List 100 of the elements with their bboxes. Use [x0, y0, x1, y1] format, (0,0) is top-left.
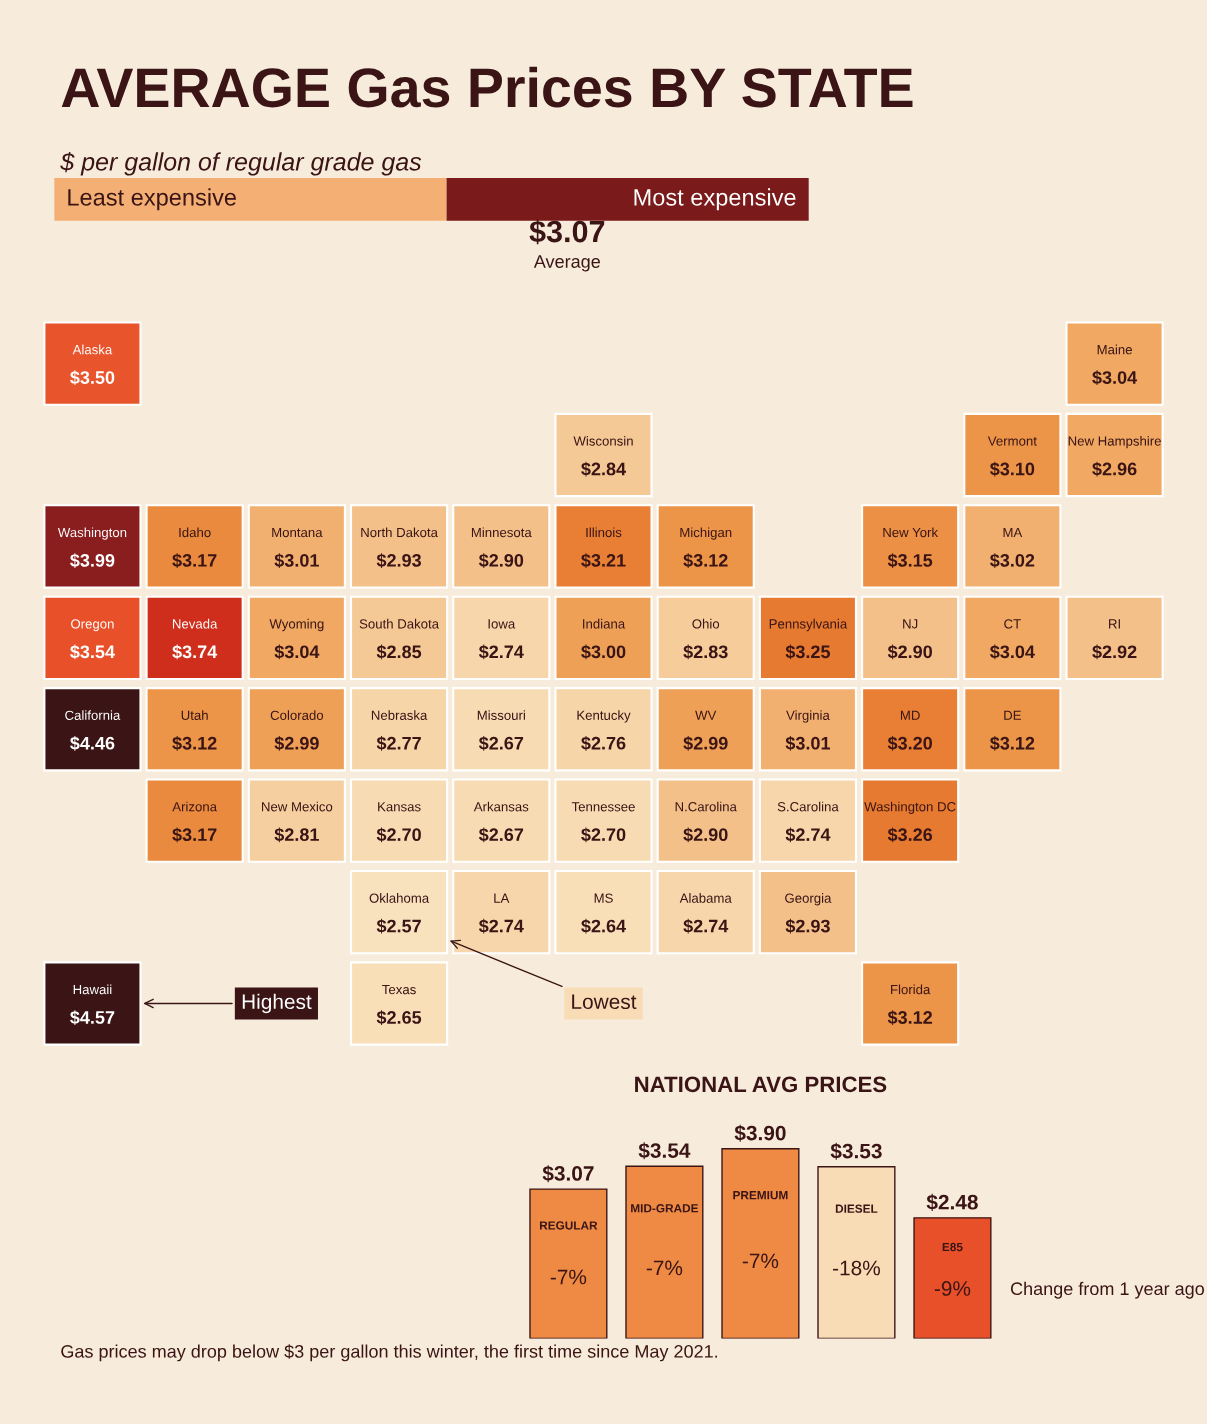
data-label: $4.46 [70, 736, 115, 751]
data-label: $3.10 [990, 461, 1035, 477]
category-label: LA [494, 893, 510, 903]
data-label: $3.74 [172, 644, 218, 660]
bar [625, 1165, 704, 1339]
category-label: Illinois [586, 527, 622, 538]
data-label: $3.90 [734, 1124, 786, 1142]
category-label: Tennessee [571, 802, 635, 812]
annotation: -9% [934, 1281, 971, 1296]
category-label: Texas [382, 985, 416, 995]
data-label: $2.99 [274, 736, 319, 751]
data-label: $2.57 [376, 918, 421, 934]
category-label: Colorado [270, 710, 324, 720]
data-label: $2.90 [478, 553, 524, 568]
category-label: Utah [181, 710, 208, 720]
x-tick-label: MID-GRADE [631, 1204, 699, 1213]
data-label: $2.93 [376, 553, 422, 568]
category-label: S.Carolina [777, 801, 839, 812]
data-label: $2.74 [683, 918, 729, 934]
data-label: $3.12 [683, 553, 728, 568]
category-label: MA [1003, 527, 1023, 538]
data-label: $2.92 [1092, 644, 1137, 660]
category-label: North Dakota [361, 527, 438, 538]
data-label: $2.76 [581, 736, 626, 751]
text: Lowest [572, 994, 637, 1010]
bar [913, 1217, 992, 1339]
text: Gas prices may drop below $3 per gallon this winter, the first time since May 2021. [61, 1344, 718, 1362]
data-label: $3.54 [638, 1142, 691, 1160]
data-label: $3.15 [887, 553, 933, 568]
category-label: RI [1109, 619, 1120, 629]
data-label: $2.70 [376, 827, 421, 843]
category-label: Wisconsin [573, 436, 633, 446]
data-label: $2.90 [887, 644, 932, 660]
category-label: Maine [1097, 344, 1132, 355]
data-label: $2.74 [478, 918, 524, 934]
text: $ per gallon of regular grade gas [60, 151, 422, 176]
category-label: Indiana [583, 618, 626, 629]
category-label: NJ [903, 619, 918, 629]
category-label: Arizona [172, 801, 218, 812]
data-label: $3.26 [887, 827, 933, 843]
category-label: Iowa [488, 619, 516, 629]
data-label: $2.81 [274, 827, 319, 843]
category-label: Wyoming [269, 618, 324, 632]
category-label: Florida [891, 984, 931, 995]
data-label: $3.21 [581, 553, 626, 568]
data-label: $3.00 [581, 644, 626, 660]
data-label: $2.83 [683, 644, 728, 660]
data-label: $2.85 [376, 644, 422, 660]
category-label: Missouri [477, 710, 525, 720]
data-label: $2.93 [785, 918, 830, 934]
data-label: $2.70 [581, 827, 626, 843]
text: Change from 1 year ago [1010, 1281, 1204, 1299]
data-label: $3.25 [785, 644, 831, 660]
text: AVERAGE Gas Prices BY STATE [61, 66, 913, 108]
category-label: Georgia [785, 893, 832, 906]
category-label: Nebraska [371, 710, 428, 720]
category-label: Pennsylvania [769, 618, 848, 632]
data-label: $3.04 [990, 644, 1035, 660]
data-label: $3.17 [172, 553, 217, 568]
annotation: -7% [646, 1260, 683, 1276]
category-label: DE [1004, 710, 1021, 720]
data-label: $3.12 [887, 1010, 933, 1026]
bar [529, 1188, 608, 1339]
data-label: $2.65 [376, 1010, 422, 1026]
x-tick-label: REGULAR [539, 1221, 598, 1230]
data-label: $2.77 [376, 736, 421, 751]
category-label: Arkansas [473, 801, 529, 812]
category-label: Alabama [679, 893, 732, 903]
data-label: $2.74 [478, 644, 524, 660]
data-label: $2.90 [683, 827, 728, 843]
category-label: Alaska [72, 344, 113, 355]
text: Highest [242, 993, 312, 1014]
x-tick-label: E85 [942, 1242, 963, 1252]
data-label: $2.96 [1092, 461, 1137, 477]
data-label: $2.84 [581, 461, 626, 477]
bar [817, 1166, 896, 1339]
text: Average [533, 255, 600, 272]
data-label: $3.17 [172, 827, 217, 843]
data-label: $3.50 [70, 370, 115, 386]
category-label: New York [883, 527, 939, 538]
category-label: N.Carolina [675, 801, 737, 812]
annotation: -18% [833, 1260, 880, 1276]
category-label: WV [695, 710, 717, 720]
data-label: $3.53 [830, 1142, 882, 1160]
data-label: $3.20 [887, 736, 932, 751]
category-label: New Mexico [262, 801, 333, 812]
data-label: $3.12 [172, 736, 217, 751]
data-label: $3.12 [990, 736, 1035, 751]
data-label: $3.01 [274, 553, 319, 568]
data-label: $2.48 [926, 1193, 978, 1211]
data-label: $2.64 [581, 918, 626, 934]
category-label: Oregon [71, 619, 114, 632]
category-label: Kansas [378, 802, 421, 812]
category-label: Washington DC [864, 801, 956, 814]
category-label: Nevada [172, 618, 218, 629]
x-tick-label: PREMIUM [733, 1191, 788, 1200]
data-label: $3.01 [785, 736, 831, 751]
category-label: Washington [57, 527, 127, 540]
annotation: -7% [550, 1269, 587, 1285]
category-label: Idaho [179, 527, 211, 538]
